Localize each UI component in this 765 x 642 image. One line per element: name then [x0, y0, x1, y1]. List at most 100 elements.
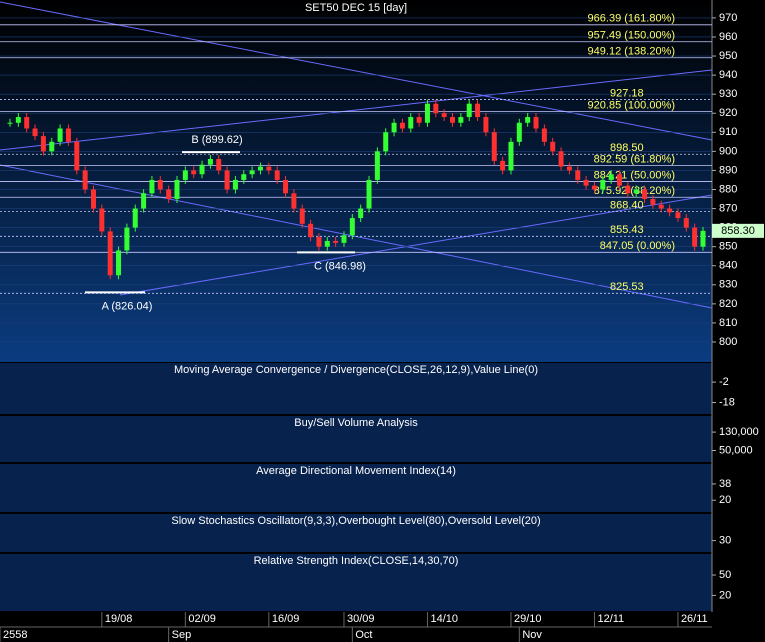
y-tick-label: 940	[719, 69, 737, 81]
candle	[683, 218, 689, 228]
candle	[533, 117, 539, 129]
volume-panel	[0, 416, 712, 462]
last-price-label: 858.30	[721, 225, 755, 237]
candle	[207, 158, 213, 165]
candle	[366, 179, 372, 209]
candle	[232, 179, 238, 190]
candle	[408, 117, 414, 129]
x-tick-label: 30/09	[347, 613, 375, 625]
chart-title: SET50 DEC 15 [day]	[305, 2, 407, 14]
candle	[675, 212, 681, 219]
candle	[7, 122, 13, 124]
stoch-panel	[0, 514, 712, 552]
candle	[650, 199, 656, 205]
panel-title: Slow Stochastics Oscillator(9,3,3),Overb…	[171, 515, 540, 527]
candle	[132, 208, 138, 228]
candle	[483, 117, 489, 133]
y-tick-label: 870	[719, 202, 737, 214]
candle	[575, 170, 581, 180]
y-tick-label: 880	[719, 183, 737, 195]
x-tick-label: 19/08	[105, 613, 133, 625]
pivot-label: C (846.98)	[314, 260, 366, 272]
candle	[608, 174, 614, 180]
candle	[424, 103, 430, 123]
x-tick-label: 16/09	[272, 613, 300, 625]
month-label: Sep	[172, 629, 192, 641]
candle	[692, 227, 698, 247]
panel-y-tick-label: -2	[719, 376, 729, 388]
y-tick-label: 900	[719, 145, 737, 157]
candle	[57, 128, 63, 142]
y-tick-label: 910	[719, 126, 737, 138]
candle	[566, 166, 572, 171]
candle	[349, 218, 355, 236]
candle	[399, 122, 405, 129]
panel-y-tick-label: 30	[719, 535, 731, 547]
y-tick-label: 960	[719, 31, 737, 43]
adx-panel	[0, 464, 712, 512]
candle	[49, 141, 55, 152]
candle	[199, 164, 205, 175]
candle	[24, 117, 30, 129]
fib-label: 884.21 (50.00%)	[594, 169, 675, 181]
candle	[107, 231, 113, 276]
panel-title: Average Directional Movement Index(14)	[256, 465, 456, 477]
panel-y-tick-label: 130,000	[719, 426, 759, 438]
y-tick-label: 830	[719, 279, 737, 291]
panel-title: Relative Strength Index(CLOSE,14,30,70)	[254, 555, 459, 567]
macd-panel	[0, 363, 712, 414]
y-tick-label: 920	[719, 107, 737, 119]
candle	[299, 208, 305, 224]
y-tick-label: 890	[719, 164, 737, 176]
fib-label: 957.49 (150.00%)	[588, 30, 675, 42]
fib-label: 847.05 (0.00%)	[600, 240, 675, 252]
candle	[491, 132, 497, 161]
candle	[642, 189, 648, 200]
candle	[525, 117, 531, 123]
candle	[82, 170, 88, 190]
panel-title: Moving Average Convergence / Divergence(…	[174, 364, 538, 376]
fib-label: 825.53	[610, 281, 644, 293]
candle	[32, 128, 38, 137]
candle	[383, 132, 389, 152]
candle	[458, 117, 464, 123]
candle	[516, 122, 522, 142]
candle	[550, 141, 556, 152]
fib-label: 949.12 (138.20%)	[588, 46, 675, 58]
candle	[475, 103, 481, 118]
price-panel	[0, 0, 712, 362]
candle	[291, 193, 297, 209]
candle	[541, 128, 547, 142]
candle	[508, 141, 514, 171]
candle	[416, 117, 422, 123]
candle	[174, 179, 180, 200]
panel-title: Buy/Sell Volume Analysis	[294, 417, 418, 429]
pivot-label: B (899.62)	[191, 134, 242, 146]
panel-y-tick-label: 20	[719, 589, 731, 601]
fib-label: 892.59 (61.80%)	[594, 153, 675, 165]
panel-y-tick-label: -18	[719, 396, 735, 408]
candle	[358, 208, 364, 219]
y-tick-label: 810	[719, 317, 737, 329]
pivot-label: A (826.04)	[102, 300, 153, 312]
candle	[249, 170, 255, 175]
candle	[241, 174, 247, 180]
candle	[182, 170, 188, 180]
last-price-box	[712, 223, 764, 238]
candle	[257, 166, 263, 171]
candle	[166, 189, 172, 200]
candle	[274, 170, 280, 180]
candle	[450, 117, 456, 123]
month-label: Oct	[355, 629, 372, 641]
candle	[600, 179, 606, 190]
candle	[466, 103, 472, 118]
y-tick-label: 950	[719, 50, 737, 62]
month-label: Nov	[522, 629, 542, 641]
fib-label: 927.18	[610, 87, 644, 99]
candle	[433, 103, 439, 114]
candle	[15, 117, 21, 123]
candle	[667, 208, 673, 213]
rsi-panel	[0, 554, 712, 611]
candle	[391, 122, 397, 133]
